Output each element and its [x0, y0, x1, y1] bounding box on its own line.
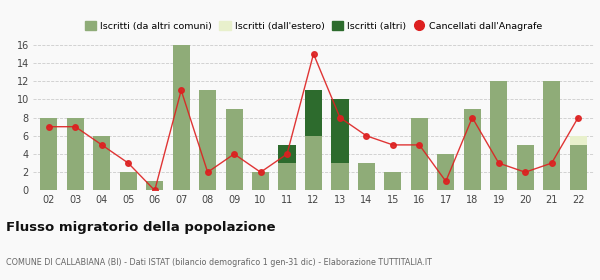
Bar	[464, 109, 481, 190]
Text: Flusso migratorio della popolazione: Flusso migratorio della popolazione	[6, 221, 275, 234]
Legend: Iscritti (da altri comuni), Iscritti (dall'estero), Iscritti (altri), Cancellati: Iscritti (da altri comuni), Iscritti (da…	[81, 17, 546, 34]
Bar	[252, 172, 269, 190]
Bar	[358, 163, 375, 190]
Bar	[67, 118, 84, 190]
Bar	[278, 163, 296, 190]
Bar	[490, 81, 508, 190]
Bar	[93, 136, 110, 190]
Bar	[331, 99, 349, 163]
Bar	[40, 118, 58, 190]
Bar	[226, 109, 243, 190]
Bar	[384, 172, 401, 190]
Bar	[199, 90, 216, 190]
Bar	[543, 81, 560, 190]
Bar	[305, 90, 322, 136]
Bar	[437, 154, 454, 190]
Bar	[411, 118, 428, 190]
Bar	[517, 145, 534, 190]
Bar	[119, 172, 137, 190]
Bar	[569, 145, 587, 190]
Bar	[569, 136, 587, 145]
Bar	[278, 145, 296, 163]
Bar	[305, 136, 322, 190]
Text: COMUNE DI CALLABIANA (BI) - Dati ISTAT (bilancio demografico 1 gen-31 dic) - Ela: COMUNE DI CALLABIANA (BI) - Dati ISTAT (…	[6, 258, 432, 267]
Bar	[331, 163, 349, 190]
Bar	[146, 181, 163, 190]
Bar	[173, 45, 190, 190]
